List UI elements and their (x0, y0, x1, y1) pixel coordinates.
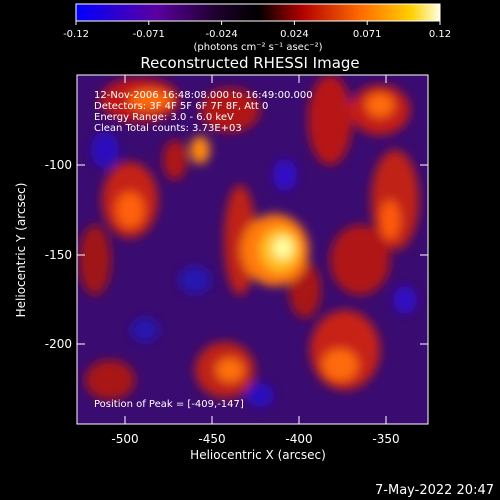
x-axis-ticks (124, 75, 387, 424)
y-axis-label: Heliocentric Y (arcsec) (14, 183, 28, 318)
colorbar-tick-label: 0.024 (280, 29, 309, 40)
colorbar-tick-label: -0.12 (63, 29, 89, 40)
x-tick-label: -500 (111, 432, 138, 446)
x-tick-label: -350 (372, 432, 399, 446)
y-tick-label: -200 (45, 337, 72, 351)
footer-date: 7-May-2022 20:47 (375, 483, 494, 498)
clean-counts-label: Clean Total counts: 3.73E+03 (94, 123, 242, 134)
reconstructed-image (77, 75, 428, 424)
y-tick-label: -100 (45, 158, 72, 172)
time-range-label: 12-Nov-2006 16:48:08.000 to 16:49:00.000 (94, 90, 313, 101)
colorbar (75, 3, 441, 22)
energy-range-label: Energy Range: 3.0 - 6.0 keV (94, 112, 234, 123)
y-tick-label: -150 (45, 248, 72, 262)
x-axis-label: Heliocentric X (arcsec) (190, 448, 326, 462)
x-tick-label: -400 (285, 432, 312, 446)
colorbar-tick-label: 0.071 (353, 29, 382, 40)
colorbar-tick-label: -0.024 (205, 29, 237, 40)
y-axis-ticks (77, 164, 428, 345)
colorbar-ticks (75, 21, 441, 25)
colorbar-tick-label: -0.071 (133, 29, 165, 40)
colorbar-units: (photons cm⁻² s⁻¹ asec⁻²) (193, 42, 322, 53)
peak-position-label: Position of Peak = [-409,-147] (94, 399, 244, 410)
plot-title: Reconstructed RHESSI Image (140, 54, 359, 72)
x-tick-label: -450 (198, 432, 225, 446)
colorbar-tick-label: 0.12 (429, 29, 451, 40)
detectors-label: Detectors: 3F 4F 5F 6F 7F 8F, Att 0 (94, 101, 268, 112)
plot-frame (76, 74, 429, 425)
